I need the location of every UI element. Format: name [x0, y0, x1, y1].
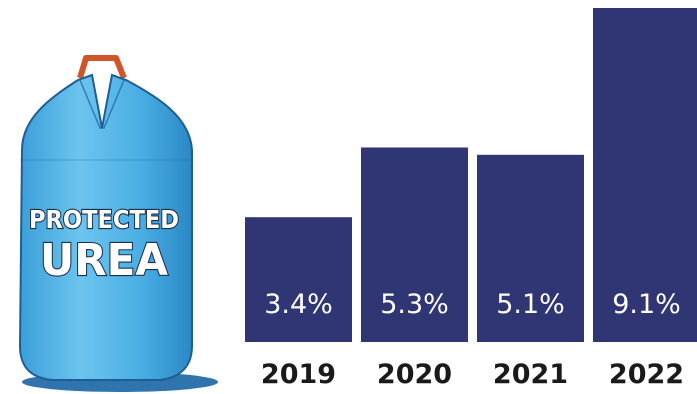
bag-body — [18, 73, 193, 381]
bag-handle — [77, 55, 127, 80]
bar-2021 — [477, 154, 584, 342]
bag-line2: UREA — [40, 235, 168, 286]
bag-fold — [79, 79, 125, 129]
x-tick-label: 2019 — [261, 359, 336, 390]
bar-value-label: 5.3% — [380, 289, 449, 320]
bar-value-label: 9.1% — [612, 289, 681, 320]
x-tick-label: 2020 — [377, 359, 452, 390]
bar-value-label: 3.4% — [264, 289, 333, 320]
bar-group: 3.4% 2019 5.3% 2020 5.1% 2021 9.1% 2022 — [245, 8, 697, 390]
x-tick-label: 2022 — [609, 359, 684, 390]
bar-2020 — [361, 147, 468, 342]
x-tick-label: 2021 — [493, 359, 568, 390]
bar-value-label: 5.1% — [496, 289, 565, 320]
urea-bag-icon: PROTECTED UREA — [18, 55, 218, 392]
bar-2022 — [593, 8, 697, 342]
bar-2019 — [245, 217, 352, 342]
bag-line1: PROTECTED — [29, 205, 179, 234]
